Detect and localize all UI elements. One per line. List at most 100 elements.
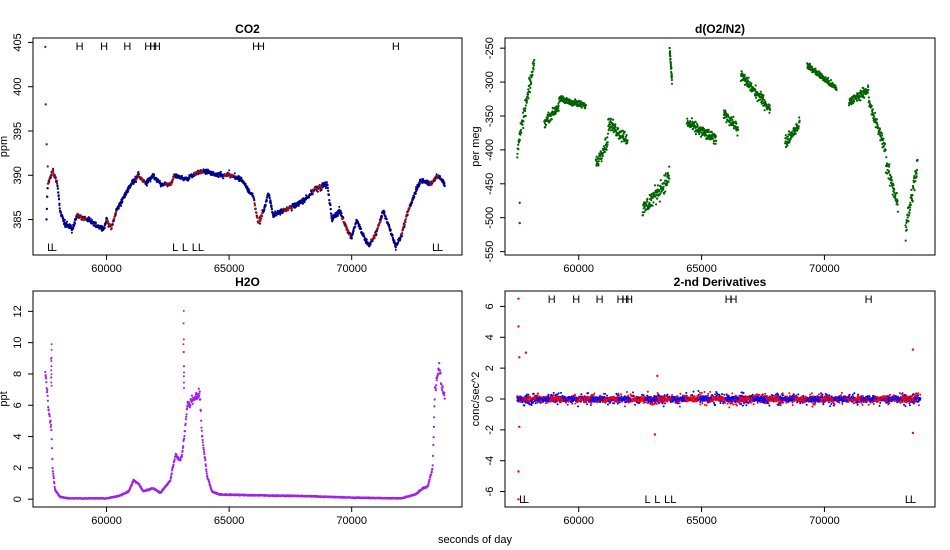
do2n2-data-point [668,177,671,180]
deriv-data-point [568,399,571,402]
co2-data-point [46,195,49,198]
co2-data-point [365,238,368,241]
co2-data-point [233,172,236,175]
co2-data-point [352,232,355,234]
do2n2-data-point [797,125,800,128]
co2-data-point [418,183,421,186]
do2n2-data-point [669,57,672,60]
deriv-data-point [577,405,579,408]
co2-data-point [264,203,267,207]
co2-data-point [415,188,419,191]
h2o-data-point [48,415,51,418]
do2n2-data-point [605,148,608,151]
co2-low-marker: L [432,242,438,254]
co2-data-point [394,248,397,251]
co2-data-point [268,194,271,197]
co2-data-point [414,192,417,195]
co2-data-point [329,212,333,215]
co2-data-point [187,179,190,182]
h2o-data-point [443,397,446,400]
do2n2-data-point [911,193,914,197]
deriv-data-point [574,402,577,405]
h2o-data-point [50,438,53,441]
do2n2-data-point [905,226,908,229]
do2n2-data-point [607,117,611,120]
do2n2-data-point [871,111,874,114]
co2-data-point [380,217,383,219]
do2n2-data-point [626,139,629,142]
co2-data-point [334,212,337,214]
do2n2-data-point [601,154,604,157]
co2-x-tick-label: 65000 [214,263,245,275]
do2n2-data-point [907,214,911,217]
co2-high-marker: H [392,41,400,53]
do2n2-data-point [768,107,772,110]
do2n2-data-point [656,191,659,194]
co2-data-point [240,176,243,179]
do2n2-data-point [915,175,918,178]
do2n2-data-point [835,88,838,92]
do2n2-data-point [740,70,743,73]
h2o-y-axis-label: ppt [0,391,10,406]
h2o-data-point [46,388,49,392]
do2n2-data-point [524,114,527,117]
do2n2-data-point [614,123,617,126]
h2o-data-point [45,377,48,380]
co2-data-point [389,228,392,232]
co2-data-point [72,224,76,227]
h2o-data-point [170,475,173,478]
co2-data-point [270,206,273,209]
do2n2-data-point [911,200,914,203]
co2-data-point [380,215,383,218]
co2-data-point [45,207,49,211]
do2n2-data-point [546,117,549,120]
do2n2-data-point [907,220,910,223]
do2n2-data-point [597,160,600,163]
do2n2-data-point [666,182,669,185]
do2n2-data-point [701,131,704,134]
h2o-data-point [45,381,48,384]
do2n2-data-point [643,211,646,214]
co2-data-point [393,239,396,242]
co2-data-point [327,189,330,192]
do2n2-data-point [667,174,671,177]
co2-data-point [110,227,113,230]
do2n2-data-point [604,137,607,140]
deriv-y-tick-label: -6 [484,487,496,497]
co2-low-marker: L [437,242,443,254]
h2o-data-point [443,394,446,397]
do2n2-data-point [649,194,652,197]
do2n2-data-point [528,91,532,94]
do2n2-data-point [655,203,658,206]
h2o-data-point [172,463,175,466]
co2-data-point [247,189,251,192]
do2n2-data-point [891,193,894,196]
do2n2-data-point [730,116,733,119]
h2o-data-point [50,423,53,426]
do2n2-data-point [600,160,603,163]
do2n2-data-point [704,134,708,137]
deriv-data-point [523,404,526,407]
do2n2-data-point [528,84,531,87]
do2n2-data-point [855,99,859,102]
co2-data-point [58,197,60,200]
do2n2-data-point [689,120,692,123]
h2o-data-point [199,398,202,401]
h2o-data-point [183,435,186,438]
co2-data-point [324,187,327,190]
h2o-data-point [53,485,56,489]
do2n2-data-point [861,94,865,97]
h2o-data-point [190,394,194,397]
h2o-data-point [50,376,53,379]
co2-data-point [391,234,394,237]
do2n2-data-point [796,129,799,132]
h2o-data-point [201,441,204,444]
h2o-y-tick-label: 12 [12,305,24,317]
co2-y-axis-label: ppm [0,136,10,157]
do2n2-data-point [597,164,600,167]
deriv-data-point [593,392,596,395]
h2o-data-point [183,430,187,433]
co2-data-point [70,231,73,234]
do2n2-data-point [735,122,738,125]
h2o-data-point [45,387,48,390]
